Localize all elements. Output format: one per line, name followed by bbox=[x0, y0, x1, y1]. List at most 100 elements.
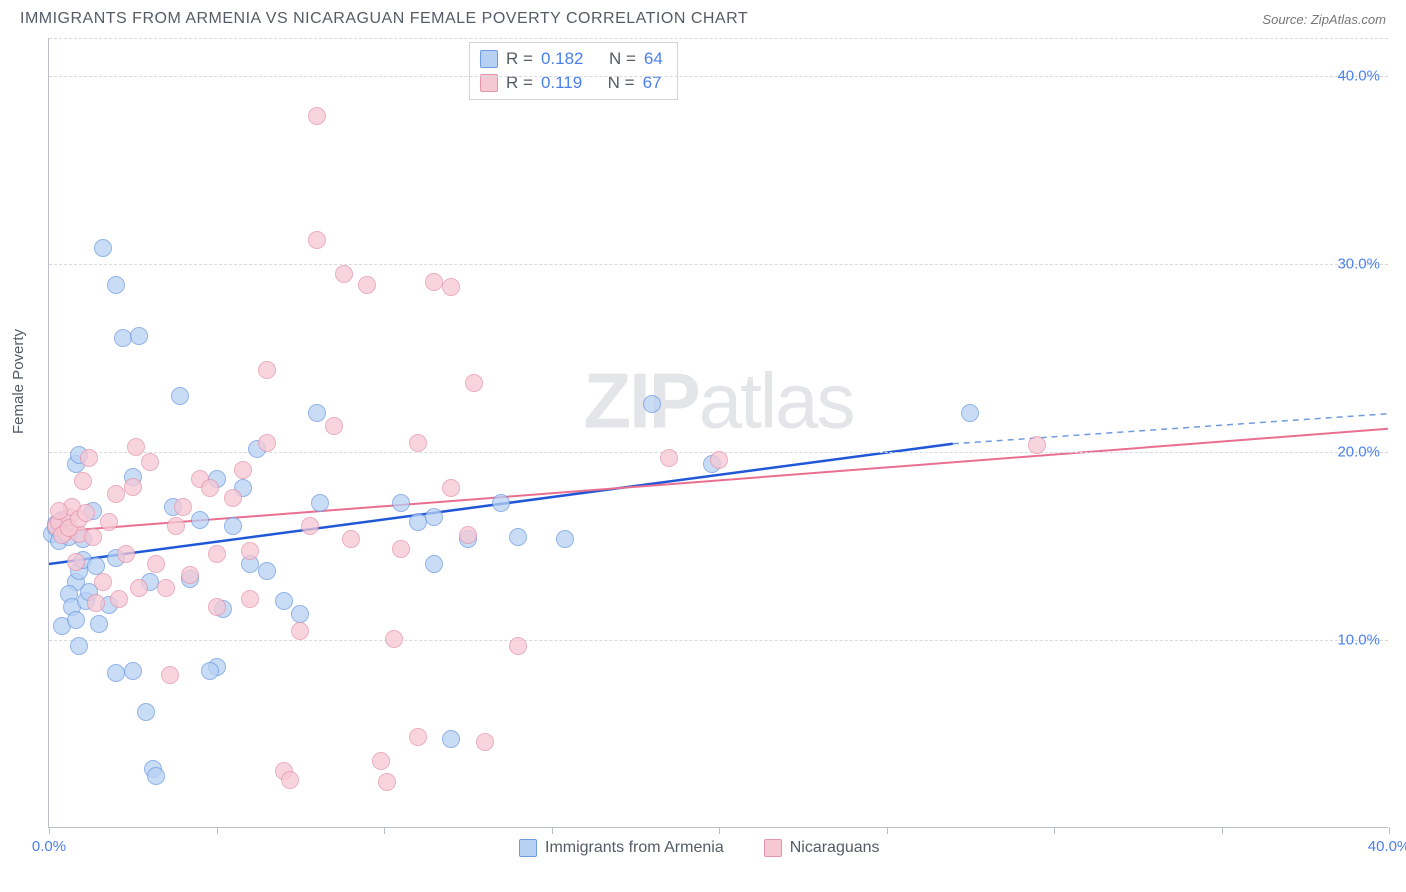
scatter-point-armenia bbox=[107, 276, 125, 294]
scatter-point-nicaraguans bbox=[442, 278, 460, 296]
scatter-point-nicaraguans bbox=[224, 489, 242, 507]
scatter-point-nicaraguans bbox=[459, 526, 477, 544]
scatter-point-nicaraguans bbox=[161, 666, 179, 684]
scatter-point-nicaraguans bbox=[710, 451, 728, 469]
scatter-point-nicaraguans bbox=[325, 417, 343, 435]
scatter-point-armenia bbox=[409, 513, 427, 531]
scatter-point-nicaraguans bbox=[465, 374, 483, 392]
scatter-point-armenia bbox=[130, 327, 148, 345]
y-axis-label: Female Poverty bbox=[10, 329, 27, 434]
scatter-point-nicaraguans bbox=[181, 566, 199, 584]
scatter-point-armenia bbox=[67, 611, 85, 629]
trend-lines-svg bbox=[49, 38, 1388, 827]
scatter-point-nicaraguans bbox=[77, 504, 95, 522]
x-tick bbox=[552, 827, 553, 834]
n-value-armenia: 64 bbox=[644, 47, 663, 71]
gridline-horizontal bbox=[49, 640, 1388, 641]
scatter-point-nicaraguans bbox=[174, 498, 192, 516]
swatch-armenia bbox=[480, 50, 498, 68]
scatter-point-nicaraguans bbox=[342, 530, 360, 548]
scatter-point-nicaraguans bbox=[50, 502, 68, 520]
scatter-point-armenia bbox=[70, 637, 88, 655]
scatter-point-nicaraguans bbox=[425, 273, 443, 291]
scatter-point-armenia bbox=[258, 562, 276, 580]
x-tick bbox=[384, 827, 385, 834]
plot-area: ZIPatlas R = 0.182 N = 64 R = 0.119 N = … bbox=[48, 38, 1388, 828]
scatter-point-armenia bbox=[107, 664, 125, 682]
scatter-point-armenia bbox=[643, 395, 661, 413]
scatter-point-nicaraguans bbox=[372, 752, 390, 770]
scatter-point-armenia bbox=[392, 494, 410, 512]
scatter-point-armenia bbox=[425, 508, 443, 526]
n-label: N = bbox=[609, 47, 636, 71]
r-label: R = bbox=[506, 47, 533, 71]
r-value-nicaraguans: 0.119 bbox=[541, 71, 582, 95]
scatter-point-nicaraguans bbox=[147, 555, 165, 573]
scatter-point-nicaraguans bbox=[117, 545, 135, 563]
scatter-point-nicaraguans bbox=[107, 485, 125, 503]
scatter-point-armenia bbox=[291, 605, 309, 623]
x-tick bbox=[217, 827, 218, 834]
scatter-point-armenia bbox=[90, 615, 108, 633]
scatter-point-armenia bbox=[275, 592, 293, 610]
scatter-point-nicaraguans bbox=[378, 773, 396, 791]
scatter-point-armenia bbox=[201, 662, 219, 680]
scatter-point-nicaraguans bbox=[660, 449, 678, 467]
stats-row-nicaraguans: R = 0.119 N = 67 bbox=[480, 71, 663, 95]
x-tick bbox=[49, 827, 50, 834]
legend-item-armenia: Immigrants from Armenia bbox=[519, 839, 724, 857]
scatter-point-armenia bbox=[124, 662, 142, 680]
scatter-point-nicaraguans bbox=[291, 622, 309, 640]
scatter-point-nicaraguans bbox=[308, 107, 326, 125]
scatter-point-nicaraguans bbox=[100, 513, 118, 531]
scatter-point-nicaraguans bbox=[74, 472, 92, 490]
gridline-horizontal bbox=[49, 38, 1388, 39]
legend-item-nicaraguans: Nicaraguans bbox=[764, 839, 880, 857]
swatch-armenia bbox=[519, 839, 537, 857]
x-tick bbox=[887, 827, 888, 834]
scatter-point-nicaraguans bbox=[157, 579, 175, 597]
scatter-point-nicaraguans bbox=[308, 231, 326, 249]
scatter-point-nicaraguans bbox=[84, 528, 102, 546]
r-label: R = bbox=[506, 71, 533, 95]
gridline-horizontal bbox=[49, 76, 1388, 77]
y-tick-label: 20.0% bbox=[1337, 443, 1380, 460]
trend-line bbox=[953, 414, 1388, 444]
legend-label-nicaraguans: Nicaraguans bbox=[790, 839, 880, 857]
scatter-point-nicaraguans bbox=[258, 361, 276, 379]
scatter-point-armenia bbox=[961, 404, 979, 422]
x-tick-label: 0.0% bbox=[32, 838, 66, 855]
x-tick bbox=[719, 827, 720, 834]
scatter-point-nicaraguans bbox=[201, 479, 219, 497]
x-tick bbox=[1222, 827, 1223, 834]
scatter-point-nicaraguans bbox=[130, 579, 148, 597]
scatter-point-armenia bbox=[425, 555, 443, 573]
scatter-point-nicaraguans bbox=[1028, 436, 1046, 454]
x-tick-label: 40.0% bbox=[1368, 838, 1406, 855]
scatter-point-armenia bbox=[94, 239, 112, 257]
x-tick bbox=[1389, 827, 1390, 834]
scatter-point-nicaraguans bbox=[392, 540, 410, 558]
scatter-point-nicaraguans bbox=[124, 478, 142, 496]
watermark-bold: ZIP bbox=[583, 356, 698, 444]
scatter-point-nicaraguans bbox=[141, 453, 159, 471]
n-label: N = bbox=[608, 71, 635, 95]
swatch-nicaraguans bbox=[480, 74, 498, 92]
scatter-point-armenia bbox=[556, 530, 574, 548]
scatter-point-armenia bbox=[87, 557, 105, 575]
chart-title: IMMIGRANTS FROM ARMENIA VS NICARAGUAN FE… bbox=[20, 10, 748, 28]
scatter-point-nicaraguans bbox=[409, 728, 427, 746]
watermark-light: atlas bbox=[699, 356, 854, 444]
scatter-point-armenia bbox=[308, 404, 326, 422]
scatter-point-nicaraguans bbox=[476, 733, 494, 751]
stats-row-armenia: R = 0.182 N = 64 bbox=[480, 47, 663, 71]
correlation-stats-legend: R = 0.182 N = 64 R = 0.119 N = 67 bbox=[469, 42, 678, 100]
scatter-point-nicaraguans bbox=[358, 276, 376, 294]
scatter-point-armenia bbox=[311, 494, 329, 512]
y-tick-label: 40.0% bbox=[1337, 67, 1380, 84]
y-tick-label: 10.0% bbox=[1337, 631, 1380, 648]
source-name: ZipAtlas.com bbox=[1311, 12, 1386, 27]
scatter-point-armenia bbox=[492, 494, 510, 512]
scatter-point-nicaraguans bbox=[281, 771, 299, 789]
scatter-point-nicaraguans bbox=[385, 630, 403, 648]
